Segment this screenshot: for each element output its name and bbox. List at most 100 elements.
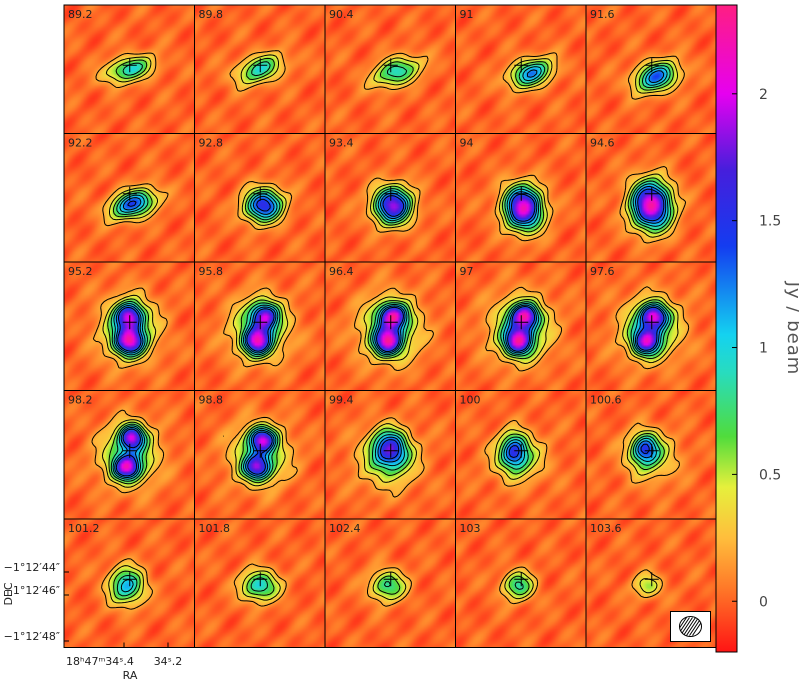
- contour-line: [485, 286, 563, 372]
- channel-velocity-label: 98.8: [199, 394, 224, 407]
- contour-line: [626, 430, 670, 476]
- contour-line: [632, 183, 669, 227]
- channel-panel: 96.4: [324, 261, 456, 391]
- reference-cross-marker: [383, 186, 398, 201]
- contour-line: [115, 428, 141, 477]
- reference-cross-marker: [122, 443, 137, 458]
- contour-line: [642, 65, 671, 89]
- contour-line: [624, 173, 679, 238]
- contour-line: [91, 409, 165, 494]
- contour-line: [372, 571, 407, 601]
- contour-line: [108, 421, 151, 485]
- contour-line: [243, 428, 277, 479]
- contour-line: [117, 306, 142, 352]
- contour-line: [112, 190, 153, 218]
- reference-cross-marker: [122, 315, 137, 330]
- contour-line: [614, 286, 690, 370]
- channel-panel: 100.6: [585, 390, 717, 520]
- reference-cross-marker: [383, 58, 398, 73]
- contour-line: [622, 296, 679, 364]
- contour-line: [502, 303, 540, 355]
- channel-panel: 90.4: [324, 4, 456, 134]
- contour-line: [127, 200, 137, 207]
- contour-line: [240, 54, 279, 85]
- panel-grid: 89.2 89.8 90.4 91 91.6 92.2 92.8 93.4 94 94.6 95.2…: [63, 4, 717, 648]
- beam-hatching: [679, 617, 702, 636]
- reference-cross-marker: [122, 58, 137, 73]
- channel-panel: 100: [455, 390, 587, 520]
- channel-panel: 94: [455, 133, 587, 263]
- channel-velocity-label: 96.4: [329, 265, 354, 278]
- channel-panel: 93.4: [324, 133, 456, 263]
- reference-cross-marker: [383, 443, 398, 458]
- reference-cross-marker: [644, 572, 659, 587]
- reference-cross-marker: [253, 58, 268, 73]
- channel-panel: 94.6: [585, 133, 717, 263]
- axis-labels: −1°12′44″ −1°12′46″ −1°12′48″ DEC 18ʰ47ᵐ…: [2, 561, 183, 682]
- contour-line: [113, 570, 141, 600]
- contour-line: [119, 194, 145, 213]
- contour-line: [237, 181, 293, 230]
- contour-line: [115, 59, 148, 79]
- contour-line: [637, 440, 654, 459]
- contour-line: [630, 433, 665, 470]
- colorbar-gradient: [715, 4, 738, 653]
- contour-line: [498, 180, 548, 237]
- channel-velocity-label: 100: [460, 394, 481, 407]
- x-axis-label: RA: [123, 669, 138, 681]
- contour-line: [353, 417, 425, 498]
- contour-line: [377, 190, 409, 222]
- contour-line: [372, 431, 409, 471]
- contour-line: [234, 421, 286, 487]
- contour-line: [114, 427, 143, 478]
- channel-velocity-label: 101.2: [68, 522, 100, 535]
- contour-line: [247, 431, 273, 475]
- contour-line: [627, 55, 685, 100]
- reference-cross-marker: [644, 315, 659, 330]
- contour-line: [354, 287, 434, 372]
- contour-line: [246, 57, 275, 80]
- contour-line: [494, 174, 554, 242]
- colorbar-title: Jy / beam: [783, 281, 799, 376]
- channel-velocity-label: 97.6: [590, 265, 615, 278]
- contour-line: [242, 570, 281, 601]
- colorbar: 0 0.5 1 1.5 2 Jy / beam: [715, 4, 799, 653]
- contour-line: [368, 427, 413, 476]
- contour-line: [110, 300, 148, 358]
- channel-panel: 92.2: [63, 133, 195, 263]
- contour-line: [363, 52, 429, 90]
- contour-line: [101, 558, 153, 610]
- channel-velocity-label: 103: [460, 522, 481, 535]
- y-tick-label-48: −1°12′48″: [4, 630, 60, 643]
- contour-line: [500, 301, 542, 357]
- beam-ellipse: [679, 616, 702, 637]
- contour-line: [373, 57, 420, 86]
- reference-cross-marker: [383, 315, 398, 330]
- contour-line: [102, 294, 157, 363]
- contour-line: [645, 67, 668, 86]
- contour-line: [241, 302, 281, 357]
- channel-velocity-label: 102.4: [329, 522, 361, 535]
- contour-line: [526, 69, 538, 78]
- contour-line: [250, 577, 268, 592]
- x-tick-label-34.2: 34ˢ.2: [154, 655, 183, 668]
- contour-line: [637, 188, 665, 222]
- contour-line: [498, 433, 534, 475]
- contour-line: [494, 429, 541, 480]
- contour-line: [223, 287, 296, 368]
- channel-panel: 95.2: [63, 261, 195, 391]
- colorbar-tick-label: 0: [759, 594, 768, 610]
- contour-line: [242, 304, 279, 356]
- channel-velocity-label: 101.8: [199, 522, 231, 535]
- reference-cross-marker: [644, 443, 659, 458]
- contour-line: [499, 566, 539, 605]
- channel-panel: 101.8: [194, 518, 326, 648]
- contour-line: [238, 299, 283, 360]
- contour-line: [636, 306, 665, 351]
- contour-line: [116, 575, 138, 597]
- channel-velocity-label: 103.6: [590, 522, 622, 535]
- contour-line: [508, 191, 538, 224]
- contour-line: [363, 296, 419, 362]
